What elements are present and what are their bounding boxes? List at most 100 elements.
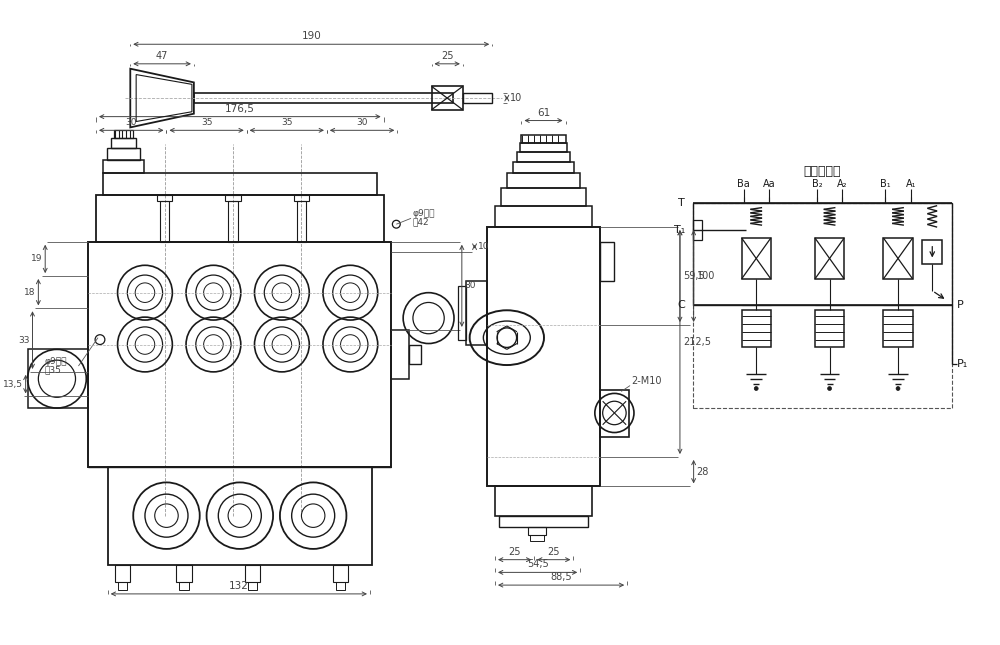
Bar xyxy=(693,203,952,408)
Text: 高35: 高35 xyxy=(44,365,61,374)
Text: T: T xyxy=(678,198,685,208)
Text: 28: 28 xyxy=(697,466,709,477)
Bar xyxy=(693,221,702,240)
Text: 13,5: 13,5 xyxy=(3,380,23,389)
Bar xyxy=(495,486,592,515)
Text: Ba: Ba xyxy=(737,179,750,189)
Bar xyxy=(495,206,592,227)
Text: 30: 30 xyxy=(126,119,137,127)
Bar xyxy=(225,195,241,201)
Bar xyxy=(409,344,421,364)
Bar xyxy=(88,242,391,467)
Bar xyxy=(333,564,348,582)
Bar xyxy=(160,201,169,242)
Bar xyxy=(297,201,306,242)
Bar xyxy=(499,515,588,528)
Text: 高42: 高42 xyxy=(413,217,430,226)
Bar xyxy=(103,160,144,174)
Bar xyxy=(111,138,136,148)
Bar xyxy=(194,93,453,103)
Text: B₂: B₂ xyxy=(812,179,822,189)
Text: 25: 25 xyxy=(508,547,521,557)
Circle shape xyxy=(754,386,758,390)
Bar xyxy=(530,535,544,541)
Bar xyxy=(521,135,566,143)
Bar xyxy=(463,93,492,103)
Bar xyxy=(815,238,844,279)
Text: T₁: T₁ xyxy=(674,225,685,235)
Bar xyxy=(501,188,586,206)
Text: 25: 25 xyxy=(441,51,453,61)
Text: 液压原理图: 液压原理图 xyxy=(803,165,841,178)
Bar xyxy=(176,564,192,582)
Text: 33: 33 xyxy=(18,335,30,344)
Text: 10: 10 xyxy=(477,243,489,251)
Text: A₂: A₂ xyxy=(837,179,848,189)
Bar xyxy=(391,330,409,379)
Bar xyxy=(179,582,189,590)
Text: A₁: A₁ xyxy=(905,179,916,189)
Text: 80: 80 xyxy=(465,281,476,290)
Bar xyxy=(108,467,372,564)
Bar xyxy=(28,350,88,408)
Bar xyxy=(520,143,567,152)
Text: 61: 61 xyxy=(537,108,550,117)
Bar xyxy=(487,227,600,486)
Text: 132: 132 xyxy=(229,581,249,591)
Text: 10: 10 xyxy=(510,93,522,103)
Text: 25: 25 xyxy=(548,547,560,557)
Text: 30: 30 xyxy=(356,119,368,127)
Bar xyxy=(115,564,130,582)
Circle shape xyxy=(896,386,900,390)
Bar xyxy=(107,148,140,160)
Polygon shape xyxy=(130,69,194,127)
Bar xyxy=(517,152,570,162)
Text: 19: 19 xyxy=(31,254,42,263)
Text: 190: 190 xyxy=(301,32,321,41)
Text: C: C xyxy=(677,301,685,310)
Bar xyxy=(458,286,466,340)
Text: 176,5: 176,5 xyxy=(225,104,255,114)
Bar xyxy=(815,310,844,348)
Text: φ9盲孔: φ9盲孔 xyxy=(413,210,435,219)
Text: 35: 35 xyxy=(201,119,212,127)
Text: 100: 100 xyxy=(697,271,715,281)
Text: 59,5: 59,5 xyxy=(683,271,705,281)
Text: 88,5: 88,5 xyxy=(550,572,572,582)
Text: Aa: Aa xyxy=(763,179,775,189)
Bar xyxy=(507,174,580,188)
Text: 18: 18 xyxy=(24,288,35,297)
Bar xyxy=(693,203,952,305)
Circle shape xyxy=(828,386,832,390)
Bar xyxy=(294,195,309,201)
Bar xyxy=(432,86,463,110)
Bar xyxy=(118,582,127,590)
Text: 47: 47 xyxy=(156,51,168,61)
Bar xyxy=(336,582,345,590)
Bar xyxy=(248,582,257,590)
Bar xyxy=(103,174,377,195)
Bar xyxy=(157,195,172,201)
Text: 35: 35 xyxy=(281,119,293,127)
Bar xyxy=(600,390,629,437)
Text: B₁: B₁ xyxy=(880,179,891,189)
Bar xyxy=(742,310,771,348)
Text: φ9盲孔: φ9盲孔 xyxy=(44,357,67,366)
Bar xyxy=(600,242,614,281)
Bar xyxy=(96,195,384,242)
Bar xyxy=(742,238,771,279)
Bar xyxy=(513,162,574,174)
Text: 212,5: 212,5 xyxy=(683,337,711,347)
Bar xyxy=(922,240,942,264)
Bar xyxy=(883,238,913,279)
Text: 2-M10: 2-M10 xyxy=(631,375,662,386)
Bar xyxy=(528,528,546,535)
Bar xyxy=(883,310,913,348)
Bar xyxy=(466,281,487,344)
Bar xyxy=(114,130,133,138)
Bar xyxy=(245,564,260,582)
Text: P₁: P₁ xyxy=(957,359,968,369)
Text: P: P xyxy=(957,301,963,310)
Bar xyxy=(228,201,238,242)
Text: 54,5: 54,5 xyxy=(527,559,549,570)
